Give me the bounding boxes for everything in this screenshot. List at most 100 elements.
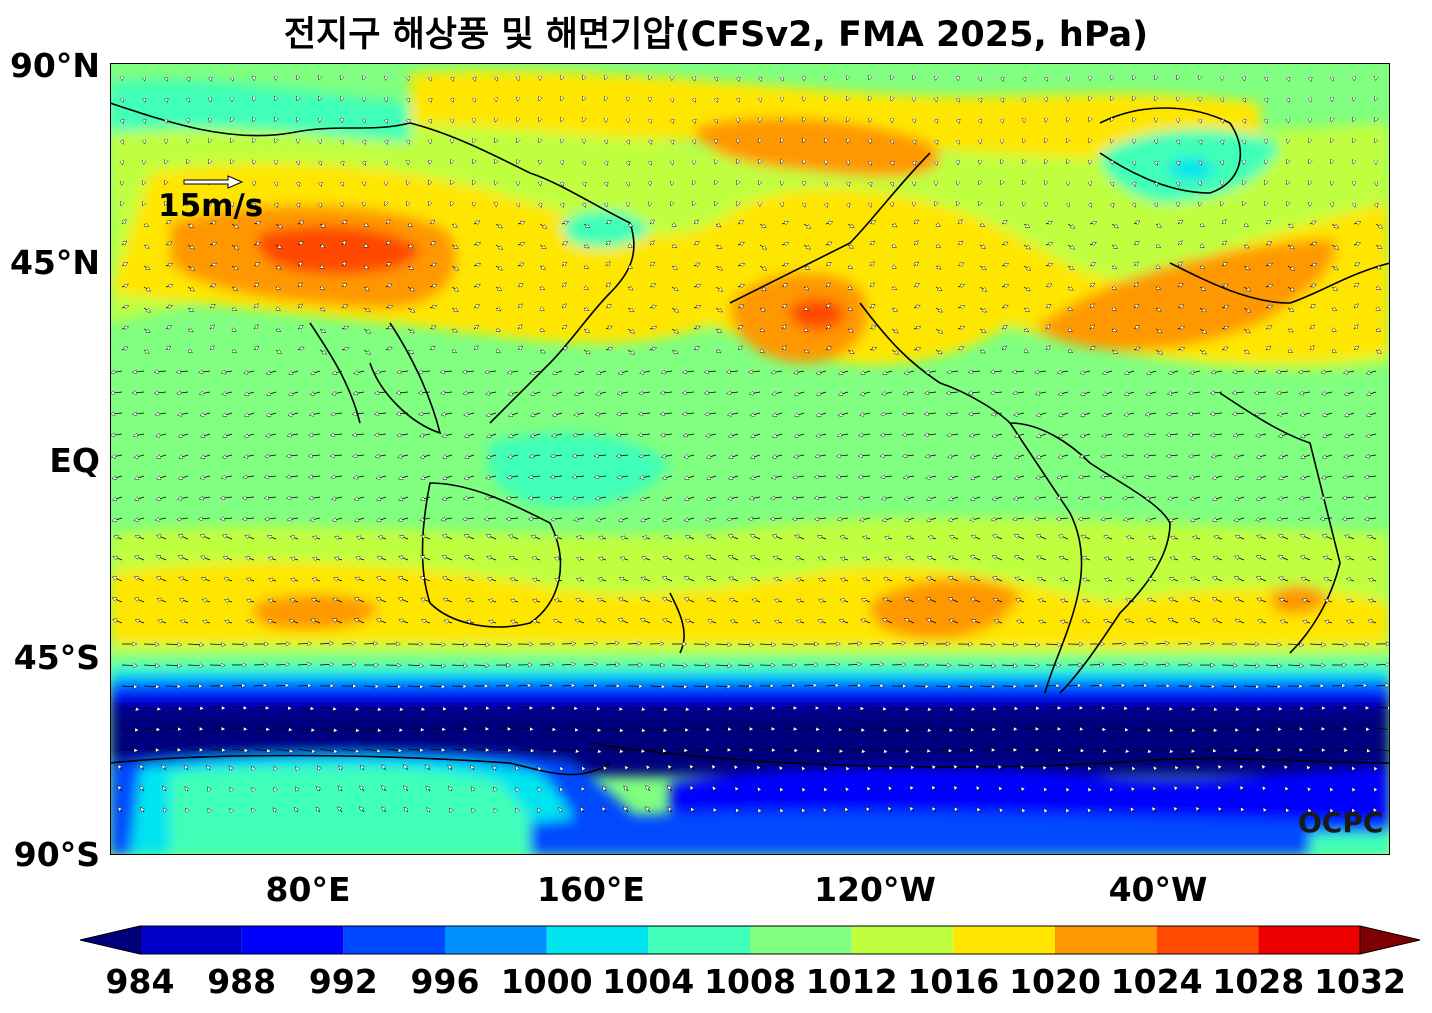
pressure-contours bbox=[110, 70, 1390, 855]
wind-arrow bbox=[957, 285, 964, 287]
wind-arrow bbox=[1376, 308, 1380, 310]
wind-arrow bbox=[473, 325, 478, 329]
colorbar-tick-label: 1000 bbox=[500, 962, 593, 1001]
wind-arrow bbox=[539, 98, 540, 100]
wind-arrow bbox=[275, 329, 280, 331]
x-tick-160e: 160°E bbox=[537, 870, 645, 909]
wind-arrow bbox=[650, 119, 651, 123]
wind-arrow bbox=[1200, 119, 1201, 123]
wind-arrow bbox=[363, 77, 364, 79]
wind-arrow bbox=[627, 328, 634, 333]
wind-arrow bbox=[1155, 224, 1161, 227]
wind-arrow bbox=[782, 77, 783, 81]
wind-arrow bbox=[958, 98, 959, 102]
wind-arrow bbox=[430, 77, 431, 81]
wind-arrow bbox=[693, 306, 700, 308]
wind-arrow bbox=[869, 221, 875, 224]
wind-arrow bbox=[165, 306, 172, 308]
wind-arrow bbox=[1221, 203, 1222, 205]
wind-arrow bbox=[1133, 262, 1138, 266]
wind-arrow bbox=[1331, 223, 1338, 228]
wind-arrow bbox=[429, 264, 436, 266]
wind-arrow bbox=[275, 119, 276, 121]
wind-arrow bbox=[473, 305, 479, 308]
wind-arrow bbox=[715, 224, 720, 227]
wind-arrow bbox=[980, 77, 981, 81]
wind-arrow bbox=[275, 245, 281, 248]
wind-arrow bbox=[319, 77, 320, 79]
wind-arrow bbox=[232, 308, 236, 310]
wind-arrow bbox=[891, 308, 897, 311]
colorbar-box bbox=[343, 926, 445, 954]
wind-arrow bbox=[341, 98, 342, 101]
wind-arrow bbox=[1200, 224, 1204, 226]
wind-arrow bbox=[1243, 307, 1250, 312]
wind-vectors bbox=[111, 77, 1390, 812]
wind-arrow bbox=[715, 161, 716, 163]
wind-arrow bbox=[847, 245, 853, 248]
wind-arrow bbox=[517, 325, 522, 329]
wind-arrow bbox=[385, 241, 390, 245]
wind-arrow bbox=[275, 140, 276, 142]
wind-arrow bbox=[540, 203, 541, 207]
wind-arrow bbox=[650, 161, 651, 165]
wind-arrow bbox=[716, 119, 717, 123]
wind-arrow bbox=[473, 182, 474, 184]
wind-arrow bbox=[231, 287, 237, 290]
wind-arrow bbox=[297, 326, 303, 329]
wind-arrow bbox=[781, 284, 787, 287]
wind-arrow bbox=[1265, 264, 1272, 266]
wind-arrow bbox=[407, 182, 408, 185]
wind-arrow bbox=[1155, 308, 1161, 311]
wind-arrow bbox=[979, 307, 986, 312]
wind-arrow bbox=[1001, 264, 1008, 266]
wind-arrow bbox=[693, 263, 700, 266]
wind-arrow bbox=[1221, 220, 1226, 224]
wind-arrow bbox=[452, 77, 453, 81]
wind-arrow bbox=[539, 223, 546, 228]
wind-arrow bbox=[672, 245, 676, 247]
wind-arrow bbox=[341, 221, 346, 224]
wind-arrow bbox=[451, 161, 452, 163]
wind-arrow bbox=[297, 283, 302, 287]
wind-arrow bbox=[935, 328, 942, 333]
wind-arrow bbox=[936, 245, 940, 247]
wind-arrow bbox=[869, 262, 874, 266]
wind-arrow bbox=[1112, 308, 1116, 310]
wind-arrow bbox=[759, 286, 766, 290]
wind-arrow bbox=[737, 203, 738, 205]
wind-arrow bbox=[1309, 221, 1316, 224]
wind-arrow bbox=[584, 181, 585, 186]
wind-arrow bbox=[232, 77, 233, 81]
wind-arrow bbox=[1221, 284, 1228, 287]
wind-arrow bbox=[1023, 308, 1029, 311]
wind-arrow bbox=[561, 304, 566, 308]
wind-arrow bbox=[980, 119, 981, 123]
wind-arrow bbox=[649, 203, 650, 206]
wind-arrow bbox=[319, 98, 320, 100]
wind-arrow bbox=[341, 241, 346, 245]
wind-arrow bbox=[231, 265, 238, 270]
wind-arrow bbox=[1177, 305, 1183, 308]
wind-arrow bbox=[759, 308, 765, 311]
x-tick-40w: 40°W bbox=[1108, 870, 1208, 909]
wind-arrow bbox=[1002, 77, 1003, 81]
wind-arrow bbox=[1266, 77, 1267, 81]
wind-arrow bbox=[187, 308, 193, 311]
wind-arrow bbox=[1023, 203, 1024, 206]
wind-arrow bbox=[804, 329, 808, 331]
wind-arrow bbox=[627, 308, 633, 311]
wind-arrow bbox=[892, 182, 893, 186]
wind-arrow bbox=[869, 283, 874, 287]
colorbar-box bbox=[851, 926, 954, 954]
wind-arrow bbox=[1045, 264, 1052, 266]
wind-arrow bbox=[936, 224, 940, 226]
wind-arrow bbox=[1222, 140, 1223, 144]
wind-arrow bbox=[1001, 305, 1008, 308]
wind-arrow bbox=[1309, 264, 1316, 266]
wind-arrow bbox=[1023, 140, 1024, 142]
wind-arrow bbox=[363, 287, 369, 290]
wind-arrow bbox=[716, 97, 717, 102]
wind-arrow bbox=[561, 140, 562, 143]
wind-arrow bbox=[121, 306, 128, 308]
